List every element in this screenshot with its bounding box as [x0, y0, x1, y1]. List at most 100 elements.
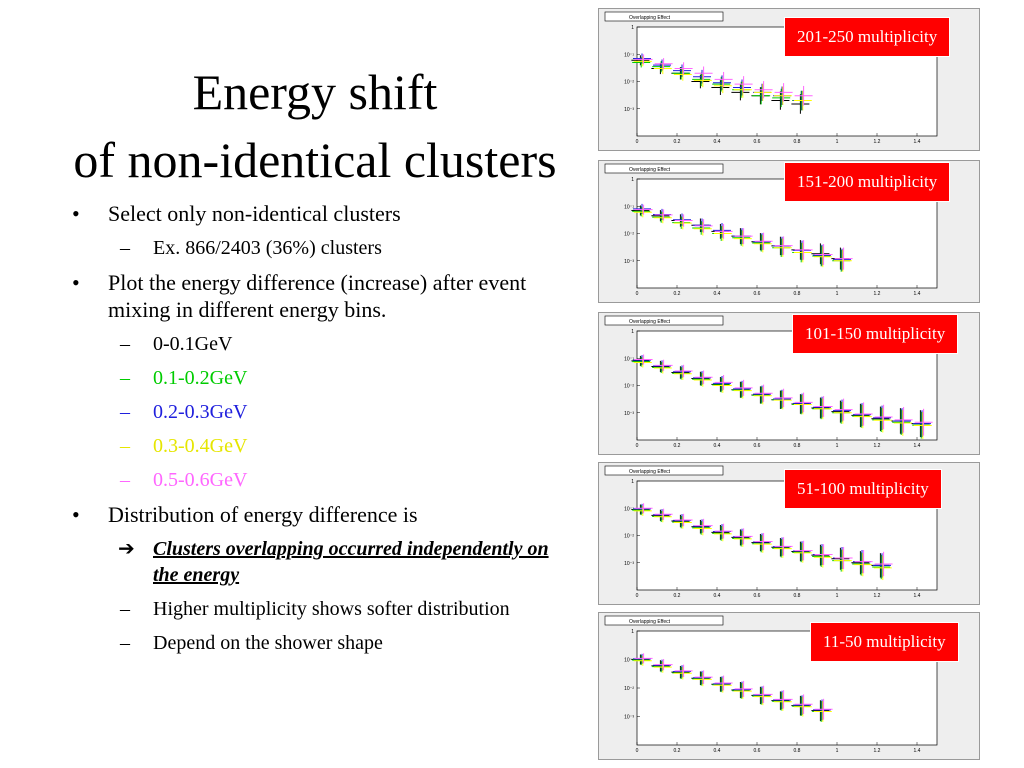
y-tick-label: 10⁻² [624, 534, 634, 540]
x-tick-label: 0.2 [674, 748, 681, 754]
sub-bullet-item: – Ex. 866/2403 (36%) clusters [40, 235, 553, 261]
series-group [634, 354, 933, 436]
y-tick-label: 10⁻³ [624, 715, 634, 721]
y-tick-label: 10⁻² [624, 80, 634, 86]
y-tick-label: 10⁻³ [624, 561, 634, 567]
x-tick-label: 0.6 [754, 291, 761, 297]
y-tick-label: 1 [631, 25, 634, 31]
series-group [633, 207, 852, 272]
x-tick-label: 1.2 [874, 593, 881, 599]
series-group [634, 204, 853, 270]
bullet-text: Distribution of energy difference is [108, 502, 418, 527]
x-tick-label: 1.2 [874, 748, 881, 754]
series-group [633, 355, 931, 437]
bullet-item: • Plot the energy difference (increase) … [40, 269, 578, 323]
y-tick-label: 10⁻¹ [624, 658, 634, 664]
x-tick-label: 1.2 [874, 139, 881, 145]
sub-bullet-item: ➔ Clusters overlapping occurred independ… [40, 536, 553, 588]
x-tick-label: 1.4 [914, 748, 921, 754]
hist-title: Overlapping Effect [629, 619, 671, 625]
bullet-marker: • [72, 201, 80, 226]
x-tick-label: 0 [636, 593, 639, 599]
x-tick-label: 0.4 [714, 443, 721, 449]
multiplicity-label: 151-200 multiplicity [784, 162, 951, 202]
multiplicity-label: 101-150 multiplicity [792, 314, 959, 354]
x-tick-label: 1 [836, 593, 839, 599]
hist-title-box [604, 315, 724, 326]
arrow-icon: ➔ [118, 538, 135, 560]
y-tick-label: 1 [631, 479, 634, 485]
x-tick-label: 1.2 [874, 443, 881, 449]
x-tick-label: 0.8 [794, 139, 801, 145]
y-tick-label: 10⁻¹ [624, 506, 634, 512]
multiplicity-label: 11-50 multiplicity [810, 622, 959, 662]
sub-bullet-text: Depend on the shower shape [153, 632, 383, 654]
x-tick-label: 0.6 [754, 593, 761, 599]
hist-title-box [604, 465, 724, 476]
energy-bin-text: 0.3-0.4GeV [153, 435, 248, 457]
energy-bin-item: – 0.1-0.2GeV [40, 365, 553, 391]
x-tick-label: 0.4 [714, 748, 721, 754]
sub-bullet-item: – Depend on the shower shape [40, 630, 553, 656]
bullet-item: • Distribution of energy difference is [40, 501, 578, 528]
y-tick-label: 1 [631, 329, 634, 335]
dash-marker: – [120, 598, 130, 620]
y-tick-label: 10⁻¹ [624, 52, 634, 58]
sub-bullet-text: Ex. 866/2403 (36%) clusters [153, 237, 382, 259]
energy-bin-text: 0.5-0.6GeV [153, 469, 248, 491]
x-tick-label: 1.2 [874, 291, 881, 297]
x-tick-label: 0.2 [674, 291, 681, 297]
bullet-item: • Select only non-identical clusters [40, 200, 578, 227]
y-tick-label: 10⁻³ [624, 259, 634, 265]
x-tick-label: 1.4 [914, 443, 921, 449]
x-tick-label: 0.2 [674, 139, 681, 145]
x-tick-label: 1.4 [914, 139, 921, 145]
x-tick-label: 0.8 [794, 593, 801, 599]
dash-marker: – [120, 333, 130, 355]
x-tick-label: 1 [836, 139, 839, 145]
x-tick-label: 0 [636, 291, 639, 297]
hist-title-box [604, 11, 724, 22]
x-tick-label: 0.8 [794, 748, 801, 754]
series-group [633, 653, 831, 721]
y-tick-label: 1 [631, 629, 634, 635]
x-tick-label: 1.4 [914, 593, 921, 599]
y-tick-label: 10⁻³ [624, 107, 634, 113]
bullet-marker: • [72, 270, 80, 295]
series-group [633, 655, 832, 722]
x-tick-label: 1 [836, 443, 839, 449]
title-line-1: Energy shift [192, 64, 438, 120]
x-tick-label: 0.4 [714, 291, 721, 297]
dash-marker: – [120, 632, 130, 654]
energy-bin-item: – 0.3-0.4GeV [40, 433, 553, 459]
bullet-marker: • [72, 502, 80, 527]
energy-bin-item: – 0-0.1GeV [40, 331, 553, 357]
hist-title: Overlapping Effect [629, 319, 671, 325]
x-tick-label: 1.4 [914, 291, 921, 297]
dash-marker: – [120, 401, 130, 423]
energy-bin-item: – 0.5-0.6GeV [40, 467, 553, 493]
x-tick-label: 0.2 [674, 593, 681, 599]
x-tick-label: 0.2 [674, 443, 681, 449]
x-tick-label: 0.8 [794, 443, 801, 449]
x-tick-label: 0 [636, 748, 639, 754]
series-group [633, 357, 932, 439]
hist-title-box [604, 163, 724, 174]
x-tick-label: 0.4 [714, 139, 721, 145]
sub-bullet-text-emphasis: Clusters overlapping occurred independen… [153, 538, 549, 586]
hist-title: Overlapping Effect [629, 15, 671, 21]
hist-title-box [604, 615, 724, 626]
dash-marker: – [120, 435, 130, 457]
slide-title: Energy shift of non-identical clusters [0, 58, 630, 194]
title-line-2: of non-identical clusters [73, 132, 557, 188]
x-tick-label: 0.8 [794, 291, 801, 297]
sub-bullet-text: Higher multiplicity shows softer distrib… [153, 598, 510, 620]
x-tick-label: 1 [836, 291, 839, 297]
x-tick-label: 0.6 [754, 443, 761, 449]
series-group [634, 653, 833, 720]
series-group [633, 505, 892, 581]
multiplicity-label: 51-100 multiplicity [784, 469, 942, 509]
x-tick-label: 0 [636, 139, 639, 145]
x-tick-label: 0.6 [754, 748, 761, 754]
energy-bin-item: – 0.2-0.3GeV [40, 399, 553, 425]
